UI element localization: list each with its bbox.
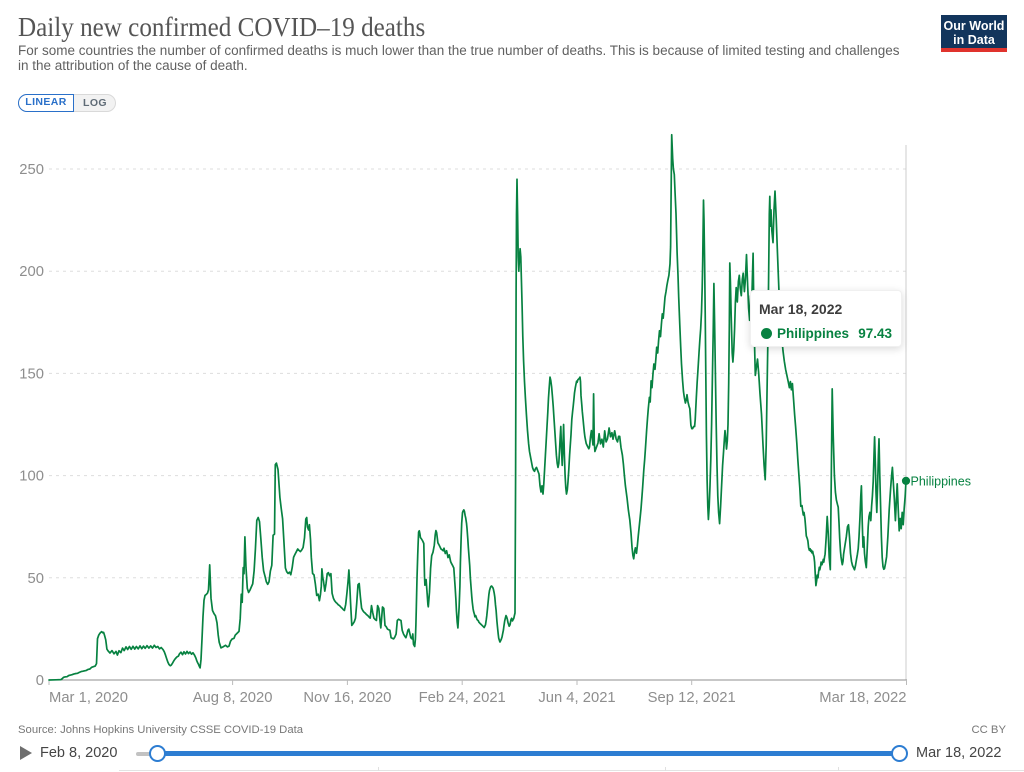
svg-text:Sep 12, 2021: Sep 12, 2021 bbox=[648, 690, 736, 706]
svg-text:50: 50 bbox=[28, 571, 44, 587]
svg-text:Mar 1, 2020: Mar 1, 2020 bbox=[49, 690, 128, 706]
svg-text:Mar 18, 2022: Mar 18, 2022 bbox=[819, 690, 906, 706]
svg-text:Aug 8, 2020: Aug 8, 2020 bbox=[193, 690, 273, 706]
svg-text:150: 150 bbox=[19, 366, 44, 382]
svg-text:Nov 16, 2020: Nov 16, 2020 bbox=[303, 690, 391, 706]
svg-text:Jun 4, 2021: Jun 4, 2021 bbox=[538, 690, 615, 706]
svg-text:Philippines: Philippines bbox=[911, 475, 971, 489]
svg-text:Feb 24, 2021: Feb 24, 2021 bbox=[419, 690, 506, 706]
svg-text:0: 0 bbox=[36, 673, 44, 689]
svg-text:250: 250 bbox=[19, 162, 44, 178]
svg-text:200: 200 bbox=[19, 264, 44, 280]
svg-text:100: 100 bbox=[19, 469, 44, 485]
